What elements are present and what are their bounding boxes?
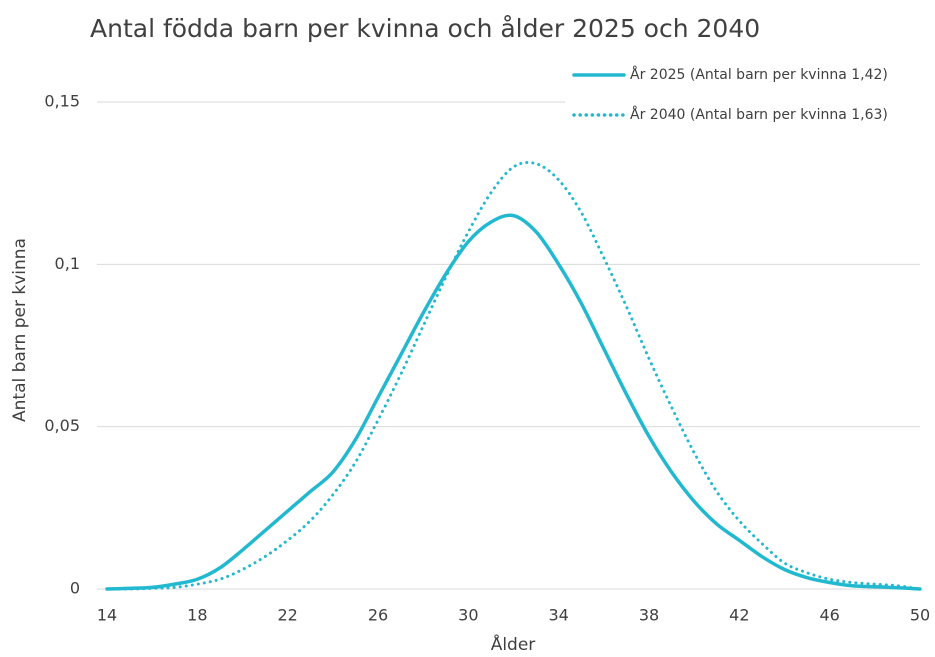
x-tick-label: 34 bbox=[548, 606, 568, 625]
x-tick-label: 38 bbox=[639, 606, 659, 625]
x-tick-label: 30 bbox=[458, 606, 478, 625]
legend-label: År 2040 (Antal barn per kvinna 1,63) bbox=[630, 106, 888, 123]
x-tick-label: 26 bbox=[368, 606, 388, 625]
y-tick-label: 0,05 bbox=[44, 416, 80, 435]
x-tick-label: 14 bbox=[97, 606, 117, 625]
x-tick-label: 42 bbox=[729, 606, 749, 625]
x-tick-label: 50 bbox=[910, 606, 930, 625]
y-tick-label: 0,1 bbox=[55, 254, 80, 273]
y-tick-label: 0,15 bbox=[44, 92, 80, 111]
x-tick-label: 22 bbox=[277, 606, 297, 625]
legend-background bbox=[565, 60, 935, 130]
series-line bbox=[105, 160, 922, 591]
x-tick-label: 18 bbox=[187, 606, 207, 625]
x-tick-label: 46 bbox=[819, 606, 839, 625]
series-line bbox=[105, 213, 922, 591]
x-axis-label: Ålder bbox=[491, 633, 536, 655]
y-axis-label: Antal barn per kvinna bbox=[10, 238, 30, 422]
y-tick-label: 0 bbox=[70, 579, 80, 598]
legend-label: År 2025 (Antal barn per kvinna 1,42) bbox=[630, 66, 888, 83]
chart-title: Antal födda barn per kvinna och ålder 20… bbox=[90, 14, 760, 43]
